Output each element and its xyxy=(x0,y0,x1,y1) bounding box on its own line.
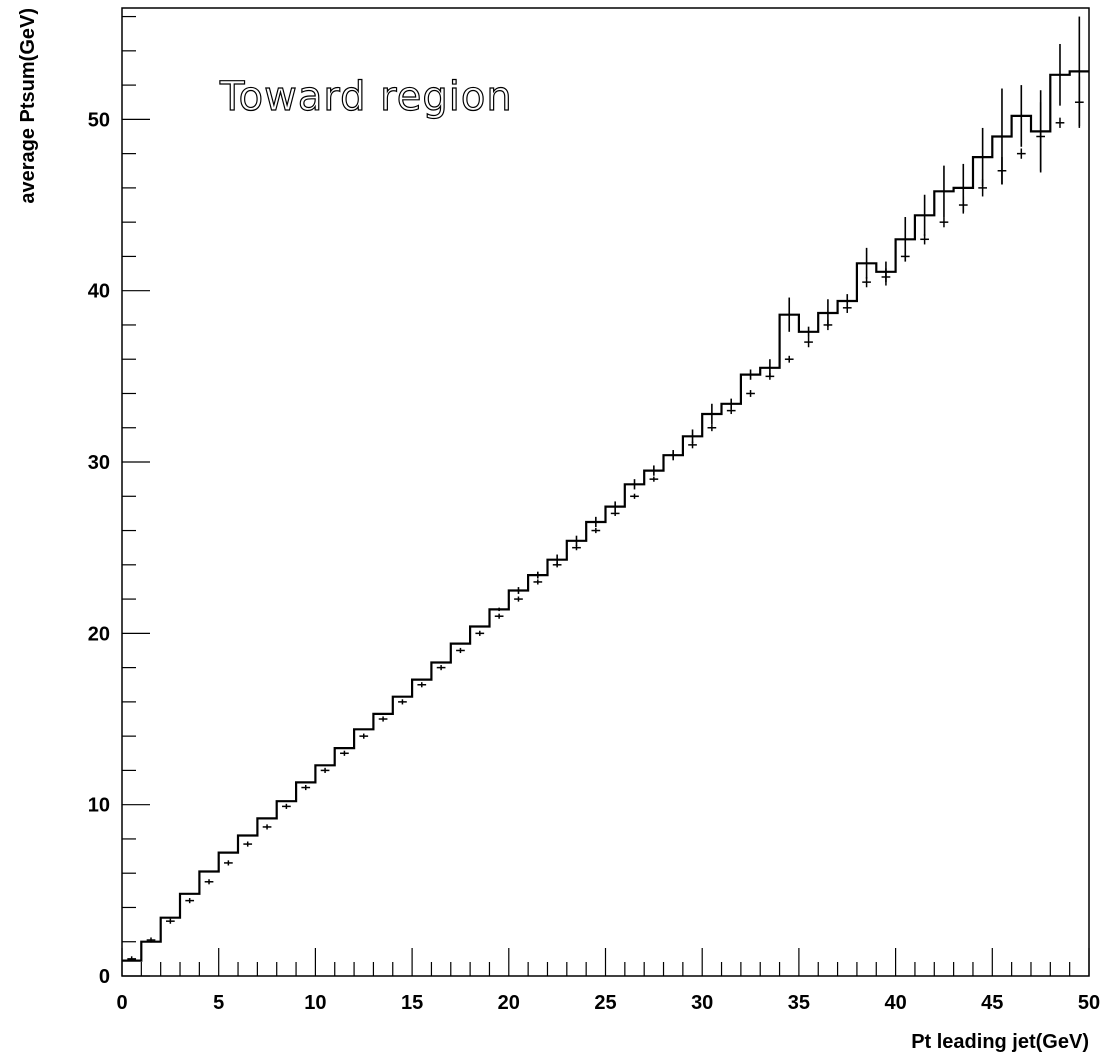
region-annotation: Toward region xyxy=(219,74,513,120)
data-point xyxy=(146,937,156,943)
data-point xyxy=(243,841,253,847)
y-tick-label: 50 xyxy=(88,109,110,131)
data-point xyxy=(591,527,601,534)
data-point xyxy=(224,860,233,866)
data-point xyxy=(823,319,833,331)
data-point xyxy=(842,302,852,313)
data-point xyxy=(978,179,987,197)
plot-frame xyxy=(121,7,1090,977)
y-tick-label: 0 xyxy=(99,966,110,988)
data-point xyxy=(301,784,311,791)
y-ticks xyxy=(122,15,150,977)
data-point xyxy=(494,613,504,619)
data-point xyxy=(282,803,291,809)
data-point xyxy=(900,251,910,262)
data-point xyxy=(765,372,775,380)
data-point xyxy=(939,217,949,228)
data-point xyxy=(359,733,369,739)
y-tick-label: 40 xyxy=(88,281,110,303)
data-point xyxy=(997,157,1007,185)
data-point xyxy=(610,510,620,516)
x-tick-label: 45 xyxy=(981,992,1003,1014)
data-point xyxy=(320,767,330,773)
data-point xyxy=(165,918,175,924)
y-tick-label: 20 xyxy=(88,623,110,645)
data-point xyxy=(514,596,523,602)
data-point xyxy=(688,441,697,449)
data-point xyxy=(804,336,813,348)
data-point xyxy=(958,196,968,214)
x-tick-label: 0 xyxy=(116,992,127,1014)
data-point xyxy=(1016,148,1026,159)
data-point xyxy=(630,493,639,499)
x-tick-label: 40 xyxy=(884,992,906,1014)
data-point xyxy=(185,898,195,904)
data-point xyxy=(920,234,929,245)
x-tick-label: 25 xyxy=(594,992,616,1014)
x-tick-label: 20 xyxy=(498,992,520,1014)
y-tick-labels: 0 10 20 30 40 50 xyxy=(88,109,110,988)
x-tick-label: 30 xyxy=(691,992,713,1014)
series-points xyxy=(127,76,1084,962)
data-point xyxy=(204,879,214,885)
series-histogram xyxy=(122,16,1089,962)
y-tick-label: 10 xyxy=(88,795,110,817)
data-point xyxy=(707,424,717,432)
data-point xyxy=(668,451,678,459)
data-point xyxy=(572,545,581,551)
x-tick-label: 15 xyxy=(401,992,423,1014)
data-point xyxy=(378,716,388,722)
data-point xyxy=(784,355,794,363)
data-point xyxy=(1074,76,1084,128)
x-tick-label: 50 xyxy=(1078,992,1100,1014)
x-tick-label: 10 xyxy=(304,992,326,1014)
data-point xyxy=(533,579,543,585)
data-point xyxy=(417,682,427,688)
data-point xyxy=(862,276,871,288)
data-point xyxy=(746,390,755,397)
data-point xyxy=(881,268,891,286)
x-tick-label: 35 xyxy=(788,992,810,1014)
data-point xyxy=(127,956,137,962)
data-point xyxy=(340,750,349,756)
data-point xyxy=(649,476,659,482)
x-tick-label: 5 xyxy=(213,992,224,1014)
data-point xyxy=(1055,117,1065,128)
data-point xyxy=(456,647,465,654)
data-point xyxy=(726,407,736,415)
data-point xyxy=(475,630,485,636)
data-point xyxy=(436,665,446,671)
data-point xyxy=(262,824,272,830)
x-axis-title: Pt leading jet(GeV) xyxy=(911,1031,1089,1053)
y-axis-title: average Ptsum(GeV) xyxy=(17,8,39,204)
data-point xyxy=(1036,102,1046,171)
data-point xyxy=(398,699,407,705)
data-point xyxy=(552,562,562,568)
x-ticks xyxy=(121,948,1090,976)
y-tick-label: 30 xyxy=(88,452,110,474)
x-tick-labels: 0 5 10 15 20 25 30 35 40 45 50 xyxy=(116,992,1100,1014)
